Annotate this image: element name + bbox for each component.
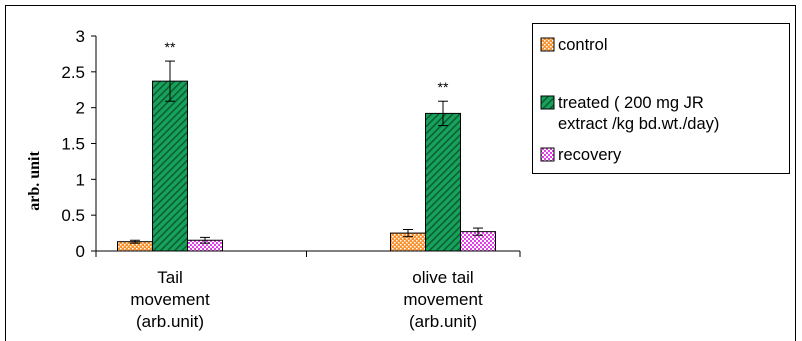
significance-marker: ** xyxy=(165,39,176,55)
y-ticks: 0 0.5 1 1.5 2 2.5 3 xyxy=(61,27,96,261)
significance-marker: ** xyxy=(438,79,449,95)
category-label: (arb.unit) xyxy=(136,312,204,331)
y-tick-label: 2.5 xyxy=(61,63,85,82)
legend-label: recovery xyxy=(558,146,622,164)
category-label: movement xyxy=(130,290,210,309)
y-axis-label: arb. unit xyxy=(26,151,43,211)
axes xyxy=(95,36,521,257)
y-tick-label: 1 xyxy=(76,170,85,189)
bars: ** ** xyxy=(117,39,496,252)
y-tick-label: 0 xyxy=(76,242,85,261)
legend-box xyxy=(532,23,790,174)
bar-treated-0 xyxy=(152,80,188,252)
bar-treated-1 xyxy=(425,112,461,252)
legend-swatch-treated xyxy=(540,95,555,110)
y-tick-label: 1.5 xyxy=(61,135,85,154)
legend: control treated ( 200 mg JR extract /kg bd… xyxy=(540,36,719,164)
legend-swatch-control xyxy=(540,37,555,52)
y-tick-label: 3 xyxy=(76,27,85,46)
category-label: olive tail xyxy=(412,268,473,287)
category-label: Tail xyxy=(157,268,183,287)
y-tick-label: 0.5 xyxy=(61,206,85,225)
y-tick-label: 2 xyxy=(76,99,85,118)
category-label: (arb.unit) xyxy=(409,312,477,331)
legend-label: control xyxy=(558,36,608,54)
legend-label: treated ( 200 mg JR xyxy=(558,94,704,112)
legend-label: extract /kg bd.wt./day) xyxy=(558,115,719,133)
category-label: movement xyxy=(403,290,483,309)
legend-swatch-recovery xyxy=(540,147,555,162)
category-labels: Tail movement (arb.unit) olive tail movement… xyxy=(130,268,483,331)
